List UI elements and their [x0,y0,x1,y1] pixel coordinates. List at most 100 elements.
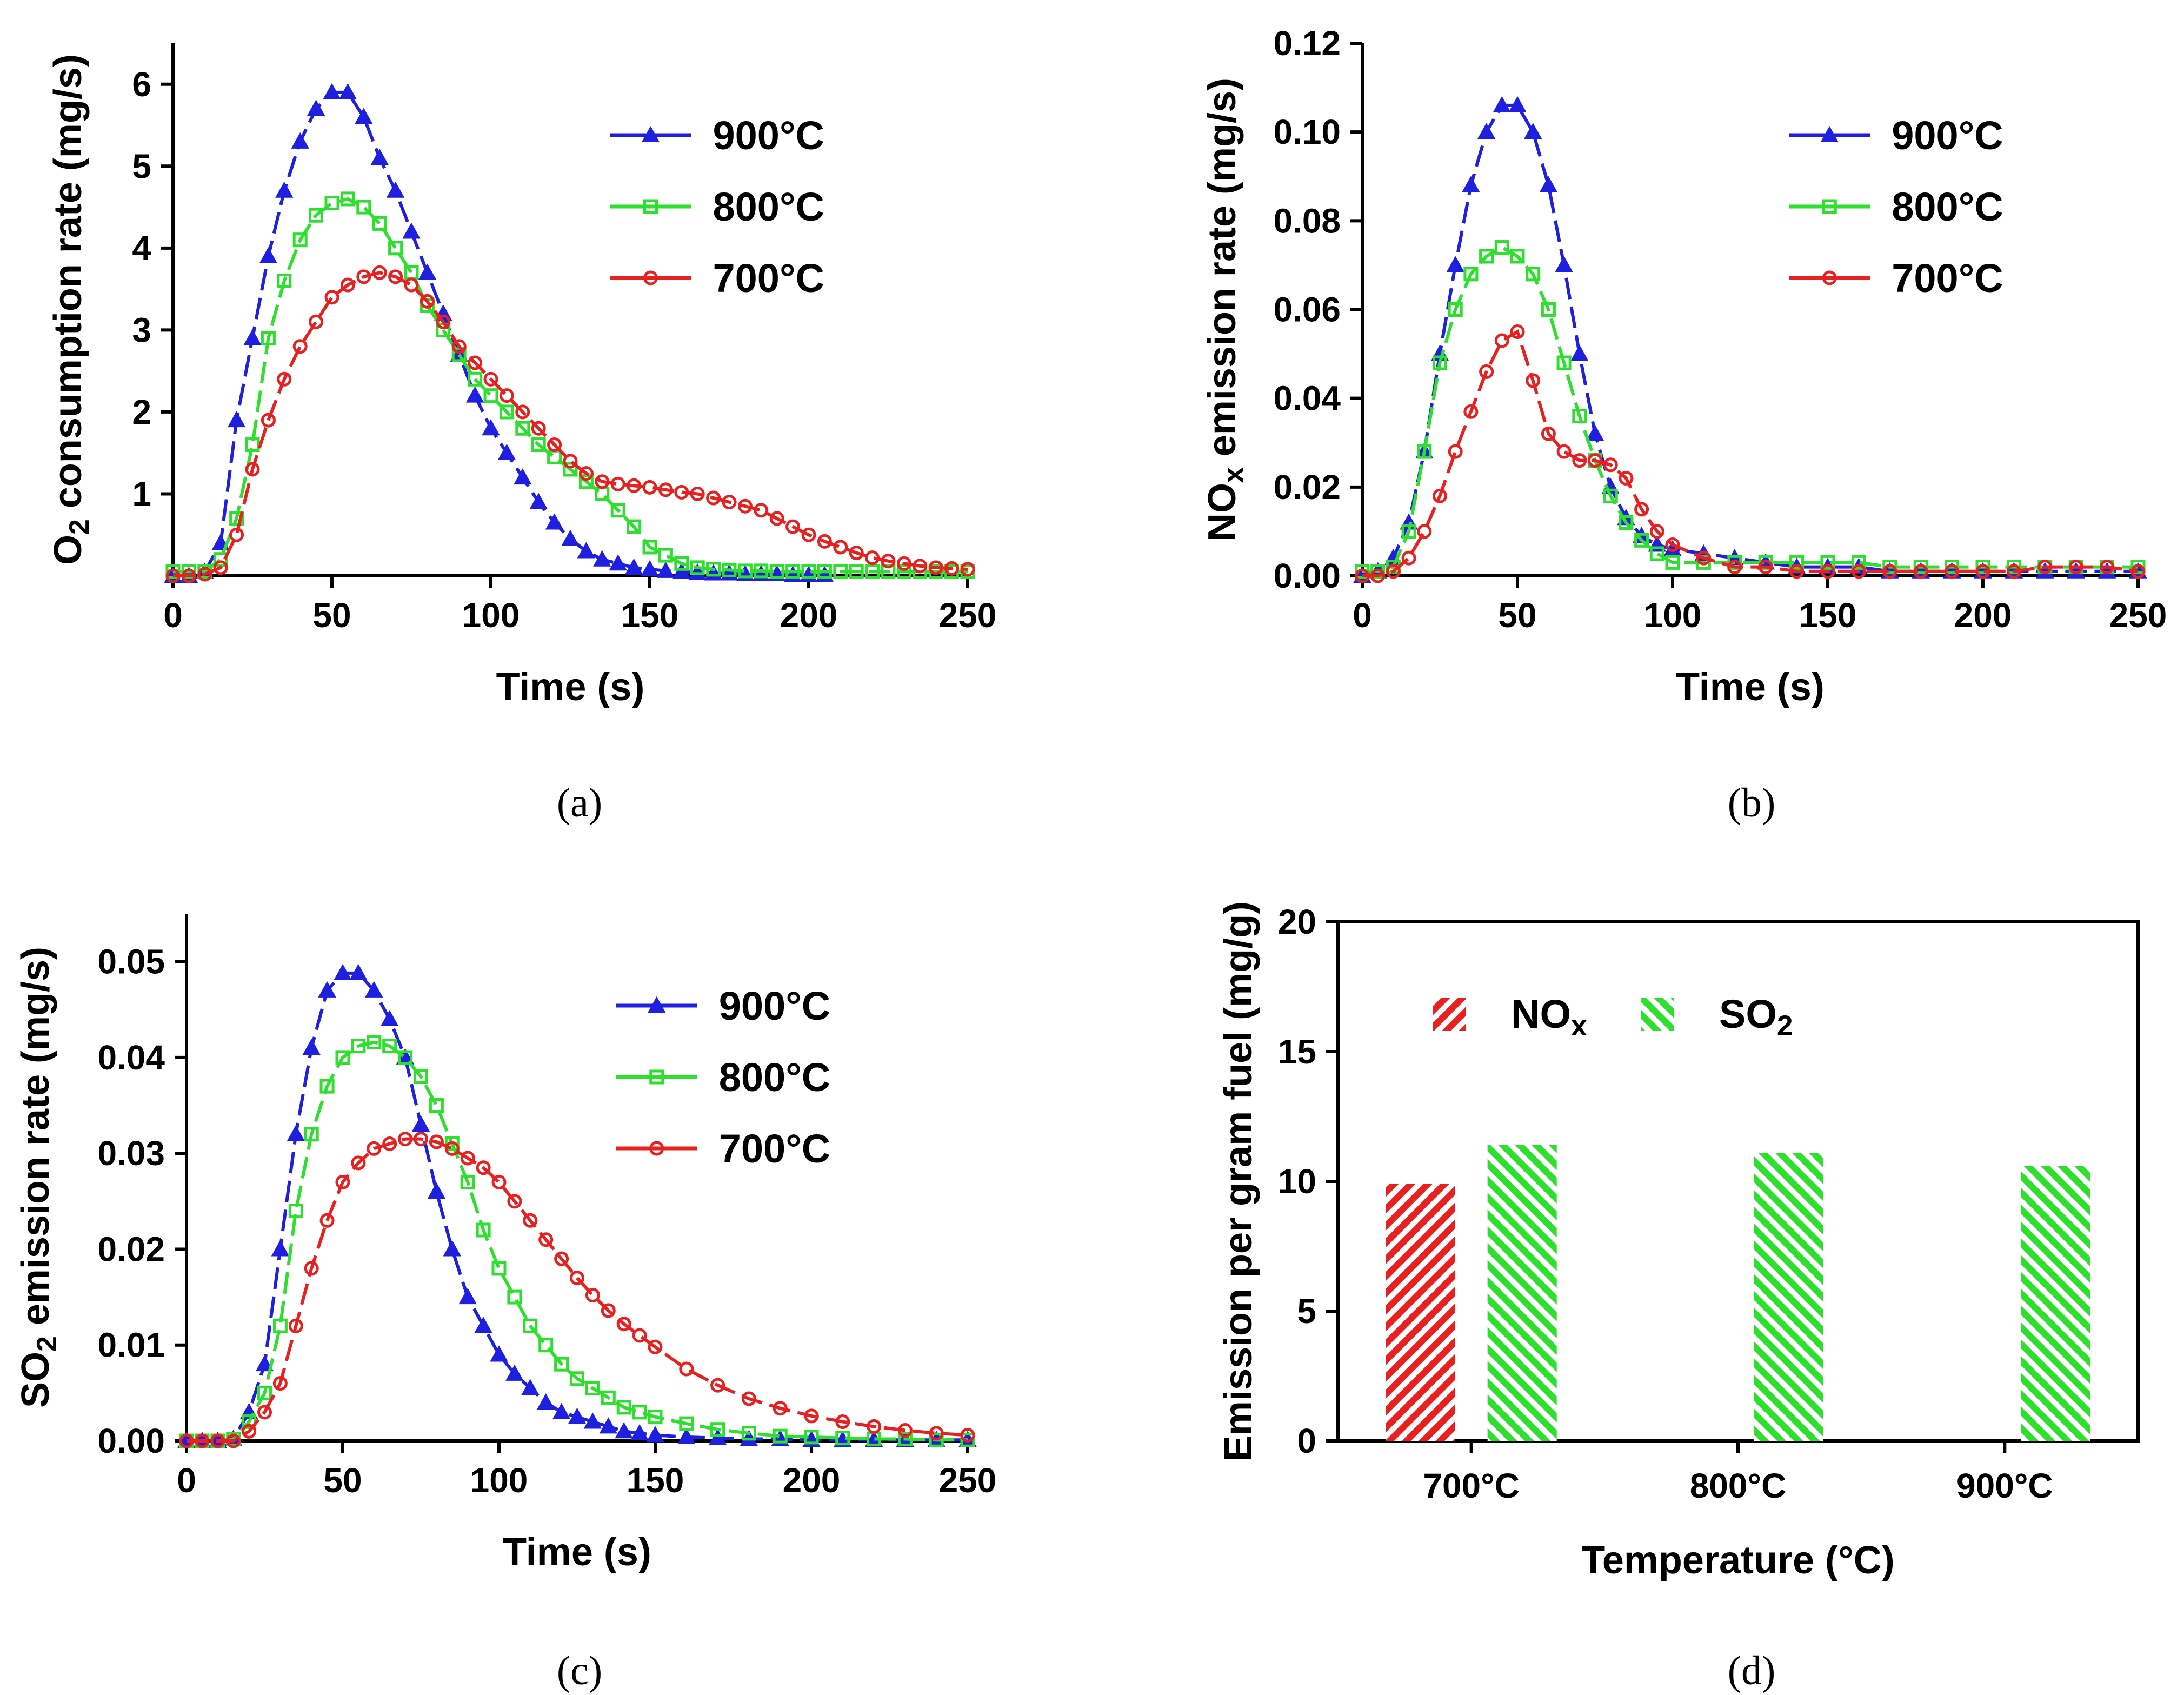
data-point [648,1410,663,1425]
data-point [817,564,832,579]
data-point [482,419,500,436]
data-point [372,216,387,231]
data-point [1479,249,1494,264]
caption-d: (d) [1728,1648,1776,1693]
data-point [833,564,848,579]
data-point [1758,560,1773,575]
data-point [1526,373,1541,388]
data-point [429,1098,444,1113]
x-axis-title: Temperature (°C) [1581,1539,1895,1582]
data-point [1975,564,1990,579]
panel-c-so2-emission: (c) 0 50 100 150 200 250 0.00 0.01 0.02 0.03 0.04 0… [14,914,996,1693]
x-tick-label: 250 [939,596,997,635]
data-point [213,560,228,575]
data-point [382,1039,397,1054]
x-tick-label: 0 [1353,596,1372,635]
data-point [804,1430,819,1445]
data-point [402,222,421,239]
x-tick-label: 200 [780,596,838,635]
data-point [881,554,896,569]
series-800c [179,1035,975,1448]
legend-item: 800°C [610,184,824,229]
data-point [706,490,721,506]
data-point [563,462,578,477]
data-point [578,466,594,481]
data-point [601,1303,616,1318]
data-point [404,277,419,293]
data-point [1603,488,1618,503]
data-point [229,527,244,542]
data-point [896,564,911,579]
data-point [1975,560,1990,575]
legend-label: 700°C [1892,256,2003,301]
legend-marker [1822,270,1837,285]
data-point [474,1317,492,1333]
data-point [804,1408,819,1424]
legend-marker [643,199,658,214]
data-point [319,1213,335,1228]
series-700c [179,1132,975,1448]
data-point [335,1174,350,1189]
data-point [1820,555,1835,570]
data-point [460,1174,475,1189]
data-point [690,486,705,501]
data-point [865,564,880,579]
bar-so2-900 [2021,1166,2090,1441]
data-point [538,1338,554,1353]
data-point [420,294,435,309]
data-point [561,529,580,546]
data-point [261,413,276,428]
data-point [1462,176,1480,192]
series-line [173,197,968,574]
data-point [593,550,611,567]
data-point [627,478,642,493]
data-point [1555,256,1573,272]
data-point [491,1261,507,1276]
y-axis-title: SO2 emission rate (mg/s) [14,947,62,1408]
data-point [465,386,484,403]
data-point [370,149,389,165]
data-point [367,1035,382,1050]
y-tick-label: 15 [1278,1032,1316,1071]
data-point [1945,564,1960,579]
y-tick-label: 3 [132,310,151,349]
legend-label: 700°C [713,256,825,301]
legend-label: 800°C [1892,184,2003,229]
y-axis-title: Emission per gram fuel (mg/g) [1217,901,1260,1461]
x-tick-label: 0 [163,596,183,635]
data-point [483,371,498,387]
data-point [505,1364,524,1381]
data-point [531,421,546,436]
data-point [398,1132,413,1147]
data-point [226,1433,241,1448]
data-point [165,568,181,583]
data-point [523,1213,538,1228]
panel-d-emission-per-gram: (d) 0 5 10 15 20 700°C 800°C 900°C Temperature (… [1217,901,2140,1693]
y-tick-label: 0.08 [1273,201,1341,240]
legend-item: 800°C [1789,184,2003,229]
y-axis-title: O2 consumption rate (mg/s) [46,54,95,565]
y-tick-label: 10 [1278,1162,1316,1201]
data-point [599,1417,617,1434]
y-tick-label: 20 [1278,902,1316,941]
data-point [287,1125,305,1141]
panel-a-o2-consumption: (a) 0 50 100 150 200 250 1 2 3 4 5 6 Time (s) O2 cons… [46,43,996,826]
data-point [545,513,564,530]
data-point [554,1357,569,1372]
data-point [356,269,371,284]
data-point [483,388,498,403]
data-point [507,1194,522,1209]
data-point [627,519,642,534]
series-800c [1355,240,2146,579]
data-point [737,563,753,579]
y-tick-label: 0.06 [1273,290,1341,329]
data-point [277,371,292,387]
data-point [227,411,246,428]
data-point [648,1339,663,1354]
data-point [476,1160,491,1175]
data-point [351,1155,366,1171]
data-point [292,339,308,354]
legend-item: SO2 [1641,992,1793,1042]
data-point [563,454,578,469]
data-point [458,1288,477,1305]
